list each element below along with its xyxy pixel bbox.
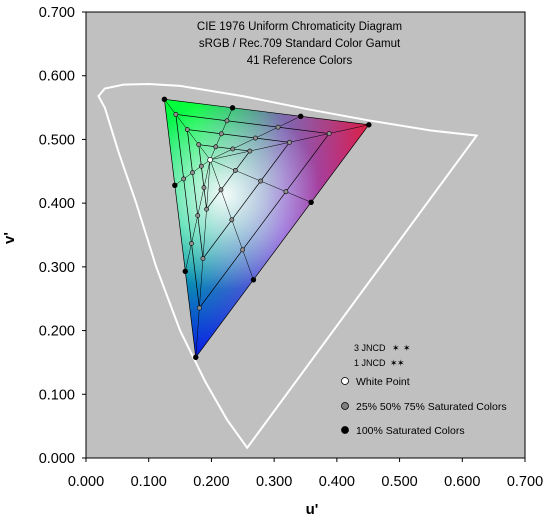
plot-area: [85, 11, 526, 459]
saturated-100-point: [366, 122, 372, 128]
saturated-partial-point: [184, 127, 190, 132]
y-tick-label: 0.200: [39, 324, 75, 340]
y-tick-label: 0.100: [39, 387, 75, 403]
saturated-100-point: [308, 199, 314, 205]
legend-saturated-25-75-label: 25% 50% 75% Saturated Colors: [356, 401, 507, 413]
y-tick-label: 0.300: [39, 260, 75, 276]
saturation-triangle-50%: [186, 129, 291, 260]
saturated-100-point: [182, 268, 188, 275]
y-tick-label: 0.400: [39, 196, 75, 212]
x-tick-label: 0.700: [507, 474, 543, 490]
x-axis: 0.000 0.100 0.200 0.300 0.400 0.500 0.600 0.700: [68, 458, 543, 490]
saturated-partial-point: [204, 206, 209, 212]
y-axis: 0.000 0.100 0.200 0.300 0.400 0.500 0.600 0.700: [39, 5, 86, 467]
saturated-partial-point: [218, 131, 224, 137]
saturated-partial-point: [240, 247, 246, 253]
saturated-partial-point: [224, 118, 230, 124]
saturated-partial-point: [258, 178, 264, 184]
legend-saturated-100-label: 100% Saturated Colors: [356, 425, 465, 437]
saturated-partial-point: [218, 187, 224, 193]
y-tick-label: 0.000: [39, 451, 75, 467]
saturated-partial-point: [189, 241, 194, 246]
legend-jncd-1: 1 JNCD: [354, 358, 386, 368]
x-tick-label: 0.500: [381, 474, 417, 490]
x-tick-label: 0.400: [319, 474, 355, 490]
saturated-partial-point: [190, 170, 195, 175]
saturated-partial-point: [200, 256, 206, 261]
jncd-marks: ✶ ✶✶ ✶: [390, 343, 411, 368]
saturated-partial-point: [230, 146, 236, 152]
saturated-100-point: [172, 182, 178, 189]
saturated-partial-point: [253, 135, 258, 141]
title-line-1: CIE 1976 Uniform Chromaticity Diagram: [197, 21, 402, 33]
legend-saturated-100-marker: [341, 426, 349, 434]
y-tick-label: 0.700: [39, 5, 75, 21]
saturated-100-point: [161, 96, 168, 102]
saturated-100-point: [250, 277, 257, 283]
x-tick-label: 0.300: [256, 474, 292, 490]
saturated-partial-point: [326, 131, 332, 136]
saturated-100-point: [297, 113, 304, 119]
saturated-partial-point: [196, 305, 202, 311]
jncd-mark: ✶: [392, 343, 400, 353]
reference-color-points: [161, 96, 372, 361]
saturated-partial-point: [201, 185, 207, 191]
legend: 3 JNCD 1 JNCD ✶ ✶✶ ✶ White Point 25% 50% 7…: [341, 343, 507, 437]
y-tick-label: 0.600: [39, 69, 75, 85]
x-tick-label: 0.000: [68, 474, 104, 490]
spectral-locus: [97, 82, 479, 450]
x-axis-label: u': [306, 501, 319, 518]
legend-jncd-3: 3 JNCD: [354, 343, 386, 353]
saturated-100-point: [229, 105, 236, 111]
saturated-partial-point: [233, 168, 238, 173]
title-line-3: 41 Reference Colors: [247, 55, 353, 67]
jncd-mark: ✶: [403, 343, 411, 353]
saturated-partial-point: [275, 124, 281, 130]
saturated-partial-point: [283, 189, 289, 195]
saturated-partial-point: [181, 176, 187, 182]
x-tick-label: 0.100: [131, 474, 167, 490]
saturated-partial-point: [287, 139, 292, 145]
saturated-partial-point: [229, 217, 235, 223]
x-tick-label: 0.200: [193, 474, 229, 490]
title-line-2: sRGB / Rec.709 Standard Color Gamut: [199, 38, 401, 50]
jncd-mark: ✶: [390, 358, 398, 368]
saturation-triangle-75%: [175, 114, 330, 309]
saturation-triangle-100%: [163, 98, 370, 359]
chart-title: CIE 1976 Uniform Chromaticity Diagram sR…: [197, 21, 402, 67]
saturation-triangle-25%: [198, 144, 251, 211]
saturated-partial-point: [195, 213, 201, 218]
saturated-partial-point: [247, 148, 253, 154]
saturated-partial-point: [196, 142, 202, 148]
x-tick-label: 0.600: [444, 474, 480, 490]
saturated-partial-point: [173, 112, 179, 117]
y-tick-label: 0.500: [39, 132, 75, 148]
legend-white-point-label: White Point: [356, 376, 410, 388]
saturated-100-point: [193, 354, 199, 361]
y-axis-label: v': [1, 232, 18, 244]
saturated-partial-point: [213, 144, 219, 150]
jncd-mark: ✶: [397, 358, 405, 368]
white-point: [207, 157, 213, 163]
legend-white-point-marker: [341, 377, 349, 385]
legend-saturated-25-75-marker: [341, 402, 349, 410]
saturated-partial-point: [198, 163, 204, 169]
